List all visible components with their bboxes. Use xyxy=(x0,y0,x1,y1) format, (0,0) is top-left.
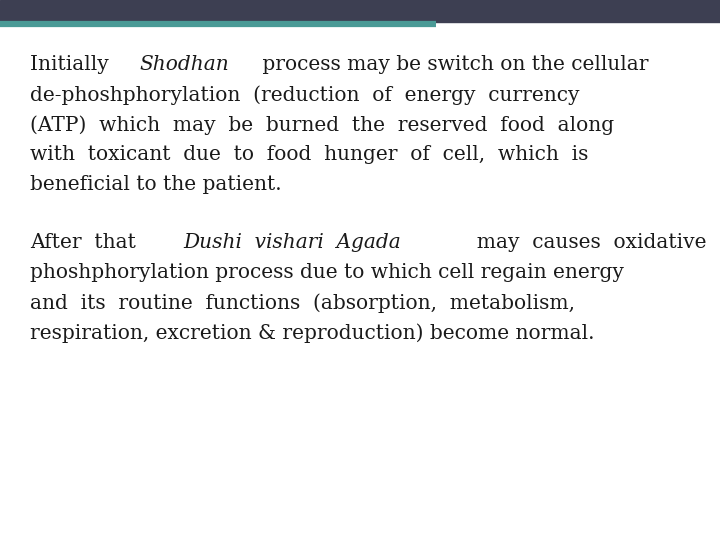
Text: Dushi  vishari  Agada: Dushi vishari Agada xyxy=(183,233,401,252)
Text: After  that: After that xyxy=(30,233,148,252)
Text: process may be switch on the cellular: process may be switch on the cellular xyxy=(256,55,648,74)
Text: (ATP)  which  may  be  burned  the  reserved  food  along: (ATP) which may be burned the reserved f… xyxy=(30,115,614,134)
Text: and  its  routine  functions  (absorption,  metabolism,: and its routine functions (absorption, m… xyxy=(30,293,575,313)
Text: may  causes  oxidative: may causes oxidative xyxy=(464,233,706,252)
Text: Initially: Initially xyxy=(30,55,115,74)
Text: beneficial to the patient.: beneficial to the patient. xyxy=(30,175,282,194)
Text: with  toxicant  due  to  food  hunger  of  cell,  which  is: with toxicant due to food hunger of cell… xyxy=(30,145,588,164)
Text: phoshphorylation process due to which cell regain energy: phoshphorylation process due to which ce… xyxy=(30,263,624,282)
Text: respiration, excretion & reproduction) become normal.: respiration, excretion & reproduction) b… xyxy=(30,323,595,343)
Text: Shodhan: Shodhan xyxy=(140,55,230,74)
Text: de-phoshphorylation  (reduction  of  energy  currency: de-phoshphorylation (reduction of energy… xyxy=(30,85,580,105)
Bar xyxy=(0,0,720,22)
